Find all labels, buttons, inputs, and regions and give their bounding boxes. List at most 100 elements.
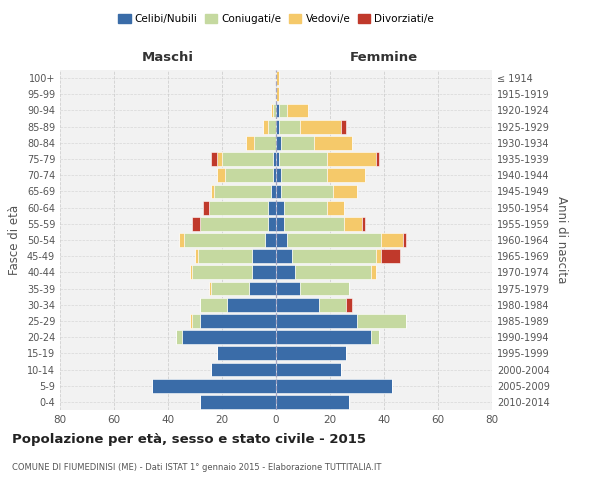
Bar	[193, 266, 252, 280]
Bar	[276, 314, 357, 328]
Bar	[343, 217, 362, 230]
Bar	[301, 120, 341, 134]
Bar	[254, 136, 276, 149]
Bar	[225, 168, 274, 182]
Bar	[268, 200, 276, 214]
Bar	[263, 120, 268, 134]
Bar	[200, 298, 227, 312]
Bar	[276, 200, 284, 214]
Bar	[274, 168, 276, 182]
Bar	[190, 314, 193, 328]
Bar	[249, 282, 276, 296]
Bar	[217, 168, 224, 182]
Bar	[328, 168, 365, 182]
Bar	[371, 266, 376, 280]
Bar	[278, 104, 287, 118]
Bar	[268, 217, 276, 230]
Bar	[276, 330, 371, 344]
Bar	[217, 346, 276, 360]
Bar	[247, 136, 254, 149]
Bar	[200, 395, 276, 409]
Bar	[276, 379, 392, 392]
Bar	[376, 250, 382, 263]
Bar	[195, 250, 198, 263]
Bar	[276, 250, 292, 263]
Bar	[276, 71, 278, 85]
Bar	[209, 200, 268, 214]
Bar	[211, 184, 214, 198]
Bar	[328, 152, 376, 166]
Bar	[265, 233, 276, 247]
Text: Maschi: Maschi	[142, 50, 194, 64]
Bar	[203, 200, 209, 214]
Bar	[403, 233, 406, 247]
Bar	[276, 395, 349, 409]
Bar	[362, 217, 365, 230]
Bar	[276, 362, 341, 376]
Text: Femmine: Femmine	[350, 50, 418, 64]
Bar	[281, 168, 328, 182]
Bar	[276, 120, 278, 134]
Bar	[287, 233, 382, 247]
Bar	[152, 379, 276, 392]
Bar	[193, 314, 200, 328]
Bar	[376, 152, 379, 166]
Bar	[346, 298, 352, 312]
Bar	[314, 136, 352, 149]
Bar	[179, 233, 184, 247]
Bar	[276, 152, 278, 166]
Bar	[190, 266, 193, 280]
Y-axis label: Fasce di età: Fasce di età	[8, 205, 21, 275]
Bar	[200, 217, 268, 230]
Bar	[276, 88, 278, 101]
Bar	[193, 217, 200, 230]
Bar	[276, 136, 281, 149]
Bar	[292, 250, 376, 263]
Bar	[222, 152, 274, 166]
Bar	[301, 282, 349, 296]
Bar	[271, 184, 276, 198]
Bar	[281, 184, 332, 198]
Bar	[281, 136, 314, 149]
Bar	[284, 217, 343, 230]
Bar	[295, 266, 371, 280]
Bar	[214, 184, 271, 198]
Bar	[357, 314, 406, 328]
Bar	[211, 362, 276, 376]
Bar	[332, 184, 357, 198]
Bar	[276, 233, 287, 247]
Bar	[268, 120, 276, 134]
Bar	[200, 314, 276, 328]
Bar	[176, 330, 182, 344]
Bar	[328, 200, 343, 214]
Bar	[271, 104, 274, 118]
Bar	[184, 233, 265, 247]
Bar	[278, 120, 301, 134]
Bar	[382, 233, 403, 247]
Bar	[276, 298, 319, 312]
Text: Popolazione per età, sesso e stato civile - 2015: Popolazione per età, sesso e stato civil…	[12, 432, 366, 446]
Bar	[341, 120, 346, 134]
Bar	[276, 266, 295, 280]
Bar	[319, 298, 346, 312]
Bar	[274, 104, 276, 118]
Bar	[287, 104, 308, 118]
Bar	[276, 282, 301, 296]
Bar	[217, 152, 222, 166]
Bar	[252, 250, 276, 263]
Bar	[371, 330, 379, 344]
Legend: Celibi/Nubili, Coniugati/e, Vedovi/e, Divorziati/e: Celibi/Nubili, Coniugati/e, Vedovi/e, Di…	[114, 10, 438, 29]
Bar	[276, 104, 278, 118]
Bar	[276, 217, 284, 230]
Bar	[276, 184, 281, 198]
Bar	[274, 152, 276, 166]
Y-axis label: Anni di nascita: Anni di nascita	[555, 196, 568, 284]
Text: COMUNE DI FIUMEDINISI (ME) - Dati ISTAT 1° gennaio 2015 - Elaborazione TUTTITALI: COMUNE DI FIUMEDINISI (ME) - Dati ISTAT …	[12, 462, 382, 471]
Bar	[211, 282, 249, 296]
Bar	[198, 250, 252, 263]
Bar	[278, 152, 328, 166]
Bar	[276, 346, 346, 360]
Bar	[284, 200, 328, 214]
Bar	[276, 168, 281, 182]
Bar	[227, 298, 276, 312]
